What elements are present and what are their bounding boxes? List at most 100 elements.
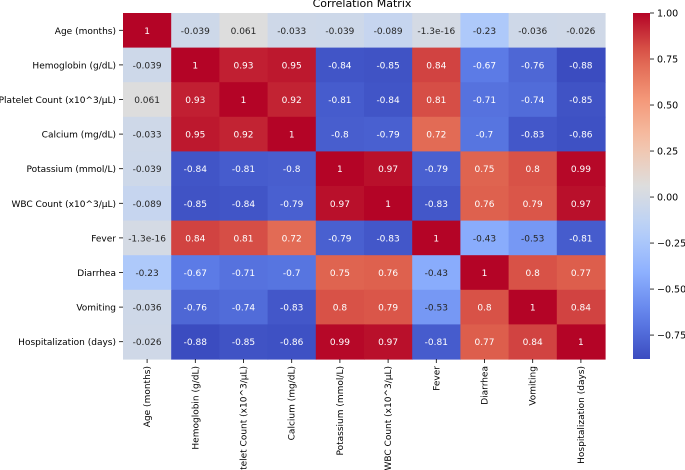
y-tick-label: WBC Count (x10^3/μL) [12, 200, 117, 210]
heatmap-cell [460, 47, 510, 83]
heatmap-cell [412, 47, 461, 83]
cell-value-label: 0.76 [378, 269, 398, 279]
heatmap-cell [267, 324, 317, 360]
cell-value-label: -0.85 [569, 96, 592, 106]
cell-value-label: -0.81 [569, 234, 592, 244]
heatmap-cell [460, 82, 510, 118]
heatmap-cell [556, 82, 606, 118]
heatmap-cell [508, 186, 558, 222]
cell-value-label: 0.84 [185, 234, 205, 244]
heatmap-cell [123, 13, 172, 49]
cell-value-label: -0.86 [280, 338, 304, 348]
heatmap-cell [219, 186, 269, 222]
heatmap-cell [219, 289, 269, 325]
cell-value-label: -0.81 [328, 96, 351, 106]
heatmap-cell [123, 82, 172, 118]
heatmap-cell [508, 289, 558, 325]
cell-value-label: 0.81 [426, 96, 446, 106]
cell-value-label: -0.039 [133, 165, 162, 175]
cell-value-label: 0.84 [571, 304, 591, 314]
heatmap-cell [460, 289, 510, 325]
heatmap-cell [171, 186, 220, 222]
x-tick-label: Fever [432, 366, 442, 391]
x-axis-labels: Age (months) Hemoglobin (g/dL) Platelet Co… [143, 359, 587, 470]
heatmap-cell [556, 47, 606, 83]
heatmap-cell [219, 255, 269, 291]
heatmap-cells: 1 -0.039 0.061 -0.033 -0.039 -0.089 -1.3e-16 -0… [123, 13, 606, 360]
heatmap-cell [460, 13, 510, 49]
heatmap-cell [508, 82, 558, 118]
cell-value-label: 0.92 [282, 96, 302, 106]
colorbar-tick-label: 1.00 [657, 9, 678, 20]
heatmap-cell [267, 116, 317, 152]
cell-value-label: -0.67 [184, 269, 207, 279]
cell-value-label: -0.76 [184, 304, 208, 314]
cell-value-label: -0.79 [280, 200, 304, 210]
x-tick-label: Hospitalization (days) [577, 366, 587, 464]
cell-value-label: -0.036 [518, 27, 547, 37]
heatmap-cell [364, 289, 413, 325]
colorbar-tick-label: −0.50 [657, 285, 685, 296]
heatmap-cell [171, 82, 220, 118]
heatmap-cell [171, 324, 220, 360]
heatmap-cell [315, 82, 365, 118]
cell-value-label: 0.97 [378, 338, 398, 348]
cell-value-label: -1.3e-16 [128, 234, 166, 244]
cell-value-label: 1 [578, 338, 584, 348]
cell-value-label: 0.97 [330, 200, 350, 210]
heatmap-cell [556, 324, 606, 360]
cell-value-label: 0.79 [378, 304, 398, 314]
colorbar: 1.00 0.75 0.50 0.25 0.00 −0.25 −0.50 −0.75 [633, 9, 685, 359]
heatmap-cell [171, 255, 220, 291]
heatmap-cell [412, 324, 461, 360]
x-tick-label: WBC Count (x10^3/μL) [384, 366, 394, 470]
heatmap-cell [412, 13, 461, 49]
heatmap-cell [219, 82, 269, 118]
colorbar-tick-label: 0.75 [657, 55, 678, 66]
y-tick-label: Platelet Count (x10^3/μL) [0, 96, 116, 106]
heatmap-cell [171, 220, 220, 256]
colorbar-tick-label: −0.25 [657, 239, 685, 250]
y-tick-label: Hemoglobin (g/dL) [32, 61, 116, 71]
cell-value-label: 0.8 [477, 304, 492, 314]
heatmap-cell [412, 220, 461, 256]
cell-value-label: -0.85 [184, 200, 207, 210]
cell-value-label: -0.039 [181, 27, 210, 37]
colorbar-tick-label: 0.50 [657, 101, 678, 112]
x-tick-label: Hemoglobin (g/dL) [191, 366, 201, 450]
cell-value-label: -0.039 [133, 61, 162, 71]
x-tick-label: Potassium (mmol/L) [336, 366, 346, 455]
heatmap-cell [364, 82, 413, 118]
heatmap-cell [364, 151, 413, 187]
x-tick-label: Diarrhea [481, 366, 491, 405]
heatmap-cell [315, 186, 365, 222]
cell-value-label: 0.061 [231, 27, 257, 37]
x-tick-label: Platelet Count (x10^3/μL) [240, 366, 250, 470]
cell-value-label: -0.53 [521, 234, 544, 244]
heatmap-cell [508, 13, 558, 49]
cell-value-label: 1 [337, 165, 343, 175]
cell-value-label: 0.99 [330, 338, 350, 348]
heatmap-cell [123, 116, 172, 152]
heatmap-cell [460, 116, 510, 152]
heatmap-cell [508, 255, 558, 291]
cell-value-label: -0.88 [184, 338, 208, 348]
cell-value-label: 0.95 [185, 131, 205, 141]
heatmap-cell [123, 324, 172, 360]
cell-value-label: 0.061 [134, 96, 160, 106]
colorbar-tick-label: 0.00 [657, 193, 678, 204]
cell-value-label: -0.88 [569, 61, 593, 71]
cell-value-label: -0.67 [473, 61, 496, 71]
heatmap-cell [556, 151, 606, 187]
heatmap-cell [412, 82, 461, 118]
heatmap-cell [171, 47, 220, 83]
heatmap-cell [364, 13, 413, 49]
cell-value-label: -0.84 [184, 165, 208, 175]
heatmap-cell [267, 289, 317, 325]
cell-value-label: 0.95 [282, 61, 302, 71]
heatmap-cell [412, 186, 461, 222]
heatmap-cell [267, 151, 317, 187]
cell-value-label: 0.8 [526, 165, 541, 175]
cell-value-label: -0.79 [376, 131, 400, 141]
